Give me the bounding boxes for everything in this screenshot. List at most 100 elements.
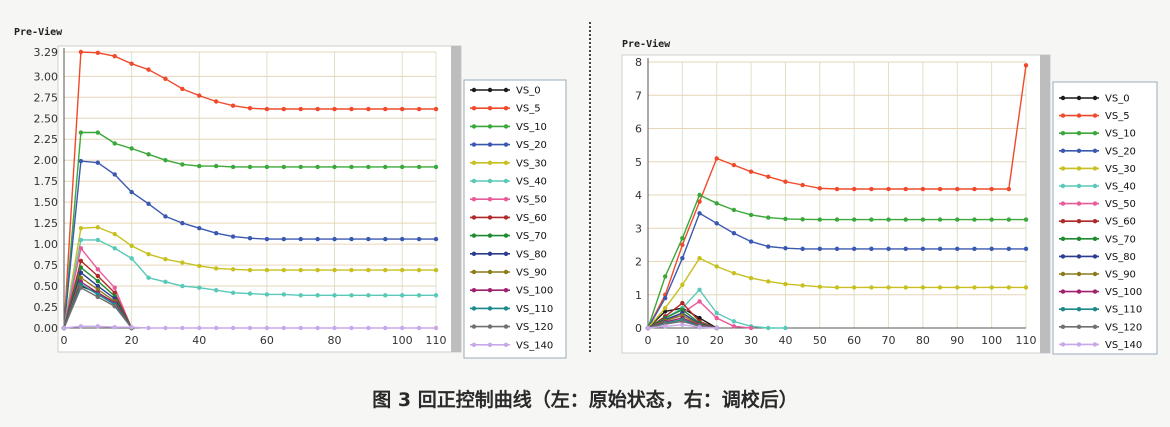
legend-label: VS_120: [516, 322, 553, 333]
data-point: [399, 106, 405, 112]
data-point: [766, 279, 771, 284]
legend-marker: [1060, 95, 1066, 101]
data-point: [163, 76, 168, 82]
legend-entry: VS_90: [1059, 270, 1136, 281]
data-point: [247, 291, 253, 296]
data-point: [989, 186, 994, 192]
x-tick-label: 20: [710, 334, 724, 347]
data-point: [197, 325, 202, 331]
data-point: [197, 285, 202, 290]
data-point: [213, 163, 219, 169]
y-tick-label: 0.50: [34, 280, 59, 293]
data-point: [95, 287, 101, 292]
data-point: [230, 325, 236, 331]
data-point: [281, 164, 287, 170]
y-tick-label: 6: [635, 123, 642, 136]
data-point: [230, 234, 236, 239]
data-point: [748, 169, 754, 174]
data-point: [800, 246, 805, 252]
legend-marker: [503, 106, 509, 111]
frame-shadow: [451, 46, 461, 352]
legend-marker: [471, 324, 477, 329]
y-tick-label: 0: [635, 322, 642, 335]
data-point: [298, 293, 303, 298]
data-point: [680, 322, 685, 327]
data-point: [783, 281, 788, 287]
data-point: [213, 325, 219, 331]
data-point: [834, 217, 840, 222]
data-point: [78, 158, 84, 164]
data-point: [197, 163, 202, 169]
y-tick-label: 1: [635, 289, 642, 302]
data-point: [112, 303, 117, 309]
legend-marker: [1060, 324, 1066, 329]
y-tick-label: 4: [635, 189, 642, 202]
data-point: [731, 324, 737, 329]
data-point: [230, 164, 236, 170]
data-point: [399, 236, 405, 242]
y-tick-label: 2.50: [34, 112, 59, 125]
legend-entry: VS_120: [470, 322, 553, 333]
data-point: [78, 258, 84, 264]
legend-marker: [1076, 289, 1082, 294]
legend-entry: VS_140: [1059, 340, 1142, 351]
data-point: [903, 246, 908, 252]
data-point: [112, 53, 117, 59]
data-point: [112, 246, 117, 251]
legend-marker: [471, 233, 477, 238]
data-point: [972, 285, 977, 290]
data-point: [433, 106, 439, 112]
data-point: [920, 186, 926, 192]
legend-entry: VS_10: [470, 122, 547, 133]
legend-marker: [487, 288, 493, 293]
legend-label: VS_30: [516, 158, 547, 169]
data-point: [920, 246, 926, 252]
data-point: [697, 299, 702, 304]
data-point: [146, 251, 151, 257]
data-point: [95, 267, 101, 272]
legend-marker: [503, 306, 509, 311]
legend-entry: VS_80: [1059, 252, 1136, 263]
legend-entry: VS_50: [470, 195, 547, 206]
legend-marker: [1092, 289, 1098, 294]
legend-marker: [487, 197, 493, 202]
data-point: [714, 201, 719, 206]
figure-caption: 图 3 回正控制曲线（左：原始状态，右：调校后）: [372, 389, 798, 411]
data-point: [714, 315, 719, 321]
legend-label: VS_0: [516, 86, 541, 97]
legend-label: VS_90: [516, 268, 547, 279]
frame-shadow: [1040, 55, 1050, 353]
data-point: [146, 325, 151, 331]
data-point: [112, 324, 117, 330]
legend-marker: [503, 197, 509, 202]
legend-marker: [471, 124, 477, 129]
x-tick-label: 40: [192, 334, 206, 347]
legend-entry: VS_30: [1059, 164, 1136, 175]
x-tick-label: 50: [813, 334, 827, 347]
legend-marker: [503, 160, 509, 165]
data-point: [989, 217, 994, 222]
data-point: [731, 162, 737, 168]
data-point: [383, 293, 388, 298]
data-point: [680, 319, 685, 324]
legend-marker: [1060, 236, 1066, 241]
legend-marker: [503, 324, 509, 329]
data-point: [433, 267, 439, 273]
legend-marker: [487, 124, 493, 129]
legend-entry: VS_70: [470, 231, 547, 242]
legend-marker: [471, 215, 477, 220]
data-point: [937, 285, 943, 290]
legend-label: VS_10: [516, 122, 547, 133]
legend-entry: VS_0: [470, 86, 541, 97]
legend-marker: [1092, 131, 1098, 136]
legend-entry: VS_20: [470, 140, 547, 151]
data-point: [78, 270, 84, 275]
data-point: [680, 282, 685, 287]
data-point: [366, 164, 371, 170]
legend-entry: VS_100: [1059, 287, 1142, 298]
data-point: [383, 164, 388, 170]
data-point: [95, 278, 101, 284]
legend-marker: [487, 251, 493, 256]
data-point: [972, 217, 977, 222]
legend-marker: [1092, 201, 1098, 206]
